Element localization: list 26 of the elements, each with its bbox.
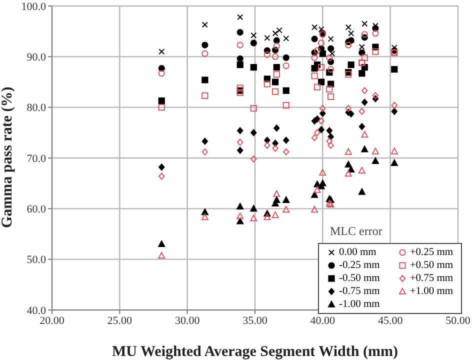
y-axis-title: Gamma pass rate (%) bbox=[0, 86, 16, 228]
x-tick-label: 20.00 bbox=[40, 314, 65, 327]
x-tick-label: 30.00 bbox=[174, 314, 200, 327]
legend-label: +0.50 mm bbox=[410, 260, 454, 271]
legend-label: +0.75 mm bbox=[410, 273, 454, 284]
x-tick-label: 50.00 bbox=[446, 314, 471, 327]
y-tick-label: 100.0 bbox=[21, 0, 46, 13]
y-tick-label: 80.0 bbox=[26, 102, 46, 114]
legend-label: -0.50 mm bbox=[339, 273, 380, 284]
y-tick-label: 90.0 bbox=[26, 52, 46, 64]
x-axis-title: MU Weighted Average Segment Width (mm) bbox=[112, 344, 398, 360]
x-tick-label: 35.00 bbox=[242, 314, 268, 327]
legend-label: -0.75 mm bbox=[339, 286, 380, 297]
y-tick-label: 40.0 bbox=[26, 304, 46, 317]
legend-label: +0.25 mm bbox=[410, 247, 454, 258]
y-tick-label: 50.0 bbox=[26, 254, 46, 266]
x-tick-label: 45.00 bbox=[378, 314, 404, 327]
y-tick-label: 70.0 bbox=[26, 152, 46, 165]
legend-title: MLC error bbox=[330, 224, 382, 239]
y-tick-label: 60.0 bbox=[26, 204, 46, 216]
legend-label: 0.00 mm bbox=[339, 247, 376, 258]
legend-label: +1.00 mm bbox=[410, 286, 454, 297]
legend-label: -1.00 mm bbox=[339, 299, 380, 310]
legend-label: -0.25 mm bbox=[339, 260, 380, 271]
x-tick-label: 40.00 bbox=[310, 314, 336, 327]
x-tick-label: 25.00 bbox=[107, 314, 133, 327]
